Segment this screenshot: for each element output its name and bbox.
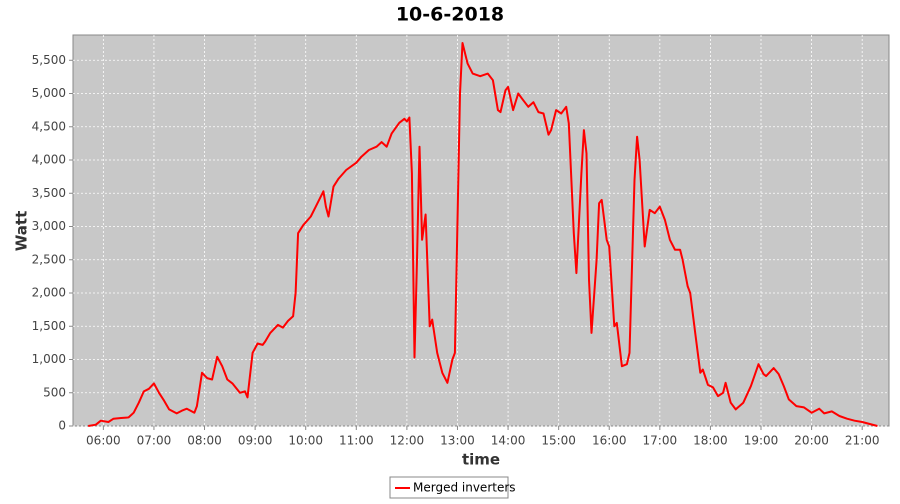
y-tick-label: 3,500 [32,186,66,200]
x-tick-label: 21:00 [845,434,880,448]
plot-area [72,34,890,427]
chart-title: 10-6-2018 [396,4,504,26]
x-tick-label: 15:00 [541,434,576,448]
y-tick-label: 2,000 [32,286,66,300]
y-tick-label: 5,500 [32,53,66,67]
y-tick-label: 4,000 [32,153,66,167]
legend-label: Merged inverters [413,481,516,495]
x-tick-label: 11:00 [339,434,374,448]
y-tick-label: 500 [43,385,66,399]
x-axis-label: time [462,451,500,469]
y-axis-label: Watt [13,211,31,251]
x-tick-label: 06:00 [86,434,121,448]
x-tick-label: 13:00 [440,434,475,448]
x-tick-label: 10:00 [288,434,323,448]
legend [389,476,509,499]
x-tick-label: 19:00 [744,434,779,448]
x-tick-label: 14:00 [491,434,526,448]
y-tick-label: 3,000 [32,219,66,233]
x-tick-label: 18:00 [693,434,728,448]
y-tick-label: 0 [58,419,66,433]
x-tick-label: 09:00 [238,434,273,448]
x-tick-label: 16:00 [592,434,627,448]
y-tick-label: 4,500 [32,119,66,133]
series-line [88,42,878,427]
x-tick-label: 08:00 [187,434,222,448]
x-tick-label: 12:00 [390,434,425,448]
x-tick-label: 07:00 [137,434,172,448]
x-tick-label: 20:00 [794,434,829,448]
x-tick-label: 17:00 [643,434,678,448]
y-tick-label: 1,500 [32,319,66,333]
y-tick-label: 1,000 [32,352,66,366]
y-tick-label: 5,000 [32,86,66,100]
y-tick-label: 2,500 [32,252,66,266]
